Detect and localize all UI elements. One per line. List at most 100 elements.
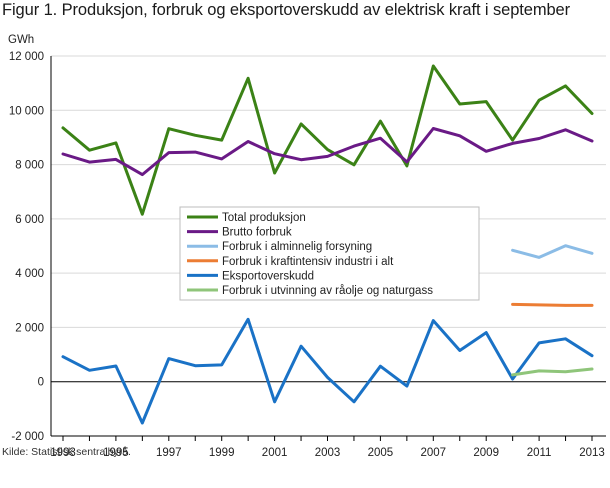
y-tick-label: 12 000 (9, 51, 44, 63)
data-point (590, 367, 594, 371)
data-point (88, 148, 91, 152)
data-point (167, 151, 170, 154)
data-point (246, 77, 250, 80)
data-point (299, 344, 303, 348)
source-note: Kilde: Statistisk sentralbyrå. (2, 446, 131, 458)
x-tick-label: 2005 (368, 447, 394, 459)
data-point (379, 365, 382, 368)
x-tick-label: 1993 (50, 447, 76, 459)
data-point (590, 252, 594, 255)
y-tick-label: 6 000 (15, 214, 44, 226)
y-tick-label: 2 000 (15, 322, 44, 334)
data-point (564, 304, 567, 307)
data-point (167, 357, 170, 360)
data-point (326, 148, 329, 151)
data-point (537, 341, 541, 345)
data-point (352, 144, 356, 148)
series-line (511, 302, 594, 307)
data-point (167, 127, 170, 130)
data-point (379, 137, 382, 140)
data-point (432, 319, 435, 322)
data-point (405, 160, 409, 164)
x-tick-label: 1997 (156, 447, 182, 459)
data-point (114, 141, 118, 145)
x-tick-label: 2009 (473, 447, 499, 459)
data-point (590, 304, 594, 307)
x-tick-label: 2003 (315, 447, 341, 459)
data-point (511, 377, 514, 381)
y-axis-label: GWh (8, 34, 34, 46)
x-tick-label: 1999 (209, 447, 235, 459)
data-point (352, 163, 356, 167)
data-point (405, 384, 409, 388)
legend-label: Forbruk i kraftintensiv industri i alt (222, 256, 394, 268)
x-tick-label: 2007 (421, 447, 447, 459)
legend-label: Total produksjon (222, 212, 306, 224)
data-point (537, 137, 541, 140)
legend-label: Brutto forbruk (222, 227, 292, 239)
data-point (537, 369, 541, 373)
data-point (88, 369, 91, 372)
data-point (61, 126, 65, 130)
data-point (458, 134, 461, 137)
data-point (511, 138, 514, 142)
data-point (61, 355, 65, 358)
data-point (246, 318, 250, 321)
data-point (590, 139, 594, 143)
y-tick-label: 10 000 (9, 105, 44, 117)
data-point (299, 158, 303, 161)
data-point (273, 152, 276, 155)
chart-title: Figur 1. Produksjon, forbruk og eksporto… (2, 1, 571, 19)
data-point (379, 119, 382, 123)
data-point (326, 376, 329, 379)
data-point (564, 128, 567, 132)
data-point (220, 157, 223, 161)
x-tick-label: 2013 (579, 447, 605, 459)
data-point (273, 400, 276, 403)
data-point (352, 400, 356, 403)
data-point (273, 171, 276, 175)
data-point (590, 354, 594, 357)
data-point (537, 256, 541, 259)
legend-label: Forbruk i alminnelig forsyning (222, 241, 372, 253)
data-point (114, 364, 118, 368)
series-line (61, 317, 594, 425)
data-point (564, 244, 567, 247)
data-point (537, 99, 541, 102)
data-point (511, 373, 514, 377)
series-line (511, 367, 594, 377)
data-point (511, 249, 514, 252)
data-point (246, 140, 250, 143)
data-point (220, 363, 223, 367)
data-point (485, 150, 488, 153)
data-point (220, 138, 223, 142)
data-point (432, 64, 435, 68)
legend-label: Forbruk i utvinning av råolje og naturga… (222, 285, 433, 297)
legend: Total produksjon Brutto forbruk Forbruk i … (179, 206, 480, 301)
data-point (564, 370, 567, 373)
data-point (458, 102, 461, 106)
data-point (299, 122, 303, 126)
data-point (141, 173, 144, 176)
series-line (61, 127, 594, 177)
data-point (61, 152, 65, 156)
data-point (141, 421, 144, 425)
data-point (194, 364, 197, 367)
x-tick-label: 2011 (527, 447, 552, 459)
data-point (590, 112, 594, 115)
data-point (511, 142, 514, 145)
data-point (537, 303, 541, 307)
data-point (485, 100, 488, 103)
data-point (114, 158, 118, 161)
y-tick-label: 0 (38, 377, 44, 389)
legend-label: Eksportoverskudd (222, 270, 314, 282)
data-point (326, 155, 329, 158)
data-point (194, 134, 197, 137)
y-tick-label: -2 000 (11, 431, 44, 443)
data-point (511, 303, 514, 306)
data-point (458, 349, 461, 352)
data-point (405, 164, 409, 168)
y-tick-label: 8 000 (15, 160, 44, 172)
data-point (88, 160, 91, 164)
